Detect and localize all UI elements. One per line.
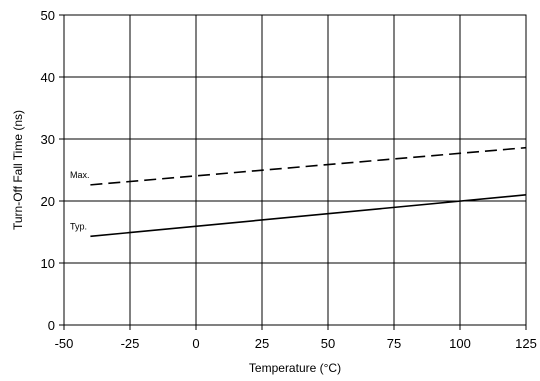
series-label-typ: Typ. [70, 221, 87, 231]
y-tick-label: 50 [41, 8, 55, 23]
x-tick-label: 75 [387, 336, 401, 351]
series-line-max [90, 146, 527, 186]
x-tick-label: -25 [121, 336, 140, 351]
plot-area-frame [63, 14, 527, 326]
x-tick-label: 25 [255, 336, 269, 351]
x-tick-label: 100 [449, 336, 471, 351]
y-tick-label: 30 [41, 132, 55, 147]
y-tick-label: 0 [48, 318, 55, 333]
y-tick-label: 20 [41, 194, 55, 209]
x-tick-label: -50 [55, 336, 74, 351]
x-axis-label: Temperature (°C) [249, 361, 341, 375]
series-lines: Max. Typ. [70, 146, 527, 238]
x-tick-label: 0 [192, 336, 199, 351]
series-line-typ [90, 194, 527, 238]
y-tick-label: 10 [41, 256, 55, 271]
x-tick-label: 50 [321, 336, 335, 351]
grid-lines [63, 14, 527, 326]
y-axis-label: Turn-Off Fall Time (ns) [11, 110, 25, 230]
x-tick-label: 125 [515, 336, 537, 351]
tick-labels: -50 -25 0 25 50 75 100 125 0 10 20 30 40 50 [41, 8, 537, 351]
series-label-max: Max. [70, 170, 90, 180]
y-tick-label: 40 [41, 70, 55, 85]
